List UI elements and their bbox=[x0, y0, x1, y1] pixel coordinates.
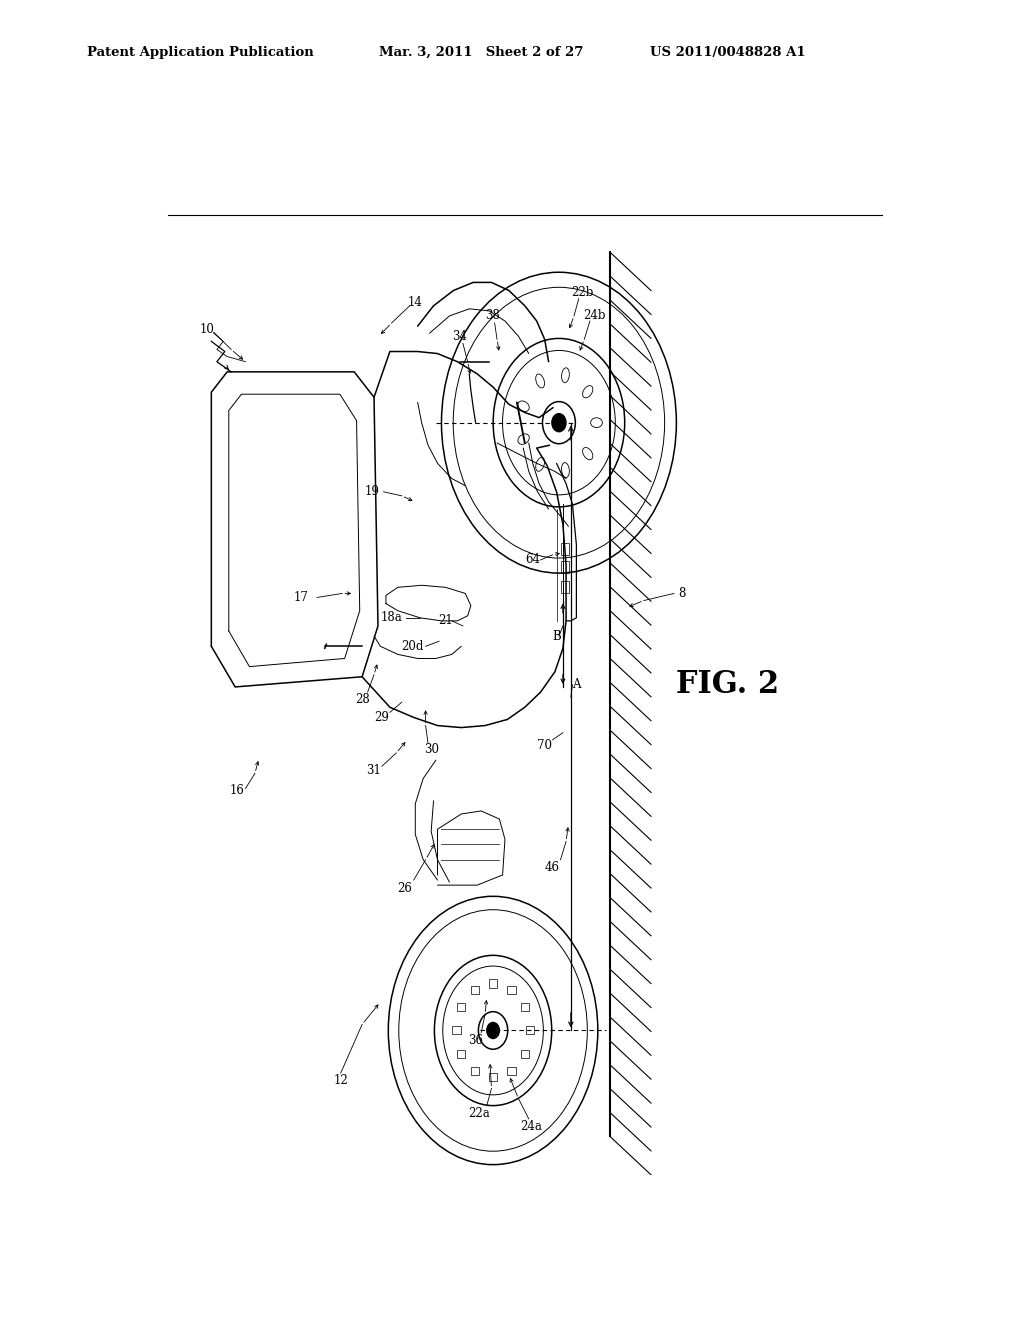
Text: Mar. 3, 2011  Sheet 2 of 27: Mar. 3, 2011 Sheet 2 of 27 bbox=[379, 46, 584, 58]
Circle shape bbox=[552, 413, 566, 432]
Circle shape bbox=[486, 1023, 500, 1039]
Text: 16: 16 bbox=[230, 784, 245, 797]
Bar bbox=[561, 581, 569, 594]
Text: 64: 64 bbox=[525, 553, 541, 566]
Text: 26: 26 bbox=[396, 882, 412, 895]
Text: 31: 31 bbox=[367, 764, 382, 776]
Text: FIG. 2: FIG. 2 bbox=[676, 669, 778, 701]
Text: 38: 38 bbox=[485, 309, 501, 322]
Text: A: A bbox=[572, 678, 581, 692]
Text: 10: 10 bbox=[200, 322, 215, 335]
Text: 36: 36 bbox=[468, 1034, 483, 1047]
Text: 19: 19 bbox=[365, 486, 380, 498]
Text: 21: 21 bbox=[438, 614, 453, 627]
Text: 18a: 18a bbox=[381, 611, 402, 624]
Text: US 2011/0048828 A1: US 2011/0048828 A1 bbox=[650, 46, 806, 58]
Text: 34: 34 bbox=[453, 330, 467, 343]
Text: 30: 30 bbox=[424, 743, 438, 756]
Text: 20d: 20d bbox=[401, 640, 423, 653]
Text: 22b: 22b bbox=[570, 286, 593, 300]
Text: Patent Application Publication: Patent Application Publication bbox=[87, 46, 313, 58]
Text: 22a: 22a bbox=[468, 1107, 489, 1121]
Text: 29: 29 bbox=[375, 711, 389, 723]
Text: 24b: 24b bbox=[584, 309, 606, 322]
Text: B: B bbox=[552, 630, 561, 643]
Bar bbox=[561, 561, 569, 573]
Bar bbox=[561, 543, 569, 554]
Text: 24a: 24a bbox=[520, 1119, 542, 1133]
Text: 17: 17 bbox=[294, 591, 308, 605]
Text: 28: 28 bbox=[354, 693, 370, 706]
Text: 14: 14 bbox=[408, 296, 423, 309]
Text: 8: 8 bbox=[678, 587, 686, 599]
Text: 12: 12 bbox=[333, 1073, 348, 1086]
Text: 70: 70 bbox=[538, 739, 552, 752]
Text: 46: 46 bbox=[545, 862, 560, 874]
